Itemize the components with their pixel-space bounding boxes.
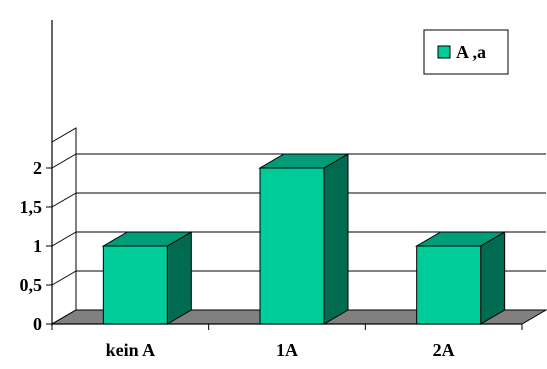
y-tick-label: 0,5 bbox=[20, 275, 43, 295]
grid-diagonal bbox=[51, 231, 77, 247]
y-tick-label: 2 bbox=[33, 158, 42, 178]
grid-diagonal bbox=[51, 192, 77, 208]
x-tick-label: 2A bbox=[433, 340, 455, 360]
bar-side bbox=[480, 231, 506, 325]
bar bbox=[101, 231, 194, 325]
x-tick-label: kein A bbox=[106, 340, 156, 360]
bar-front bbox=[416, 245, 482, 325]
chart-walls bbox=[51, 20, 77, 326]
bar-front bbox=[102, 245, 168, 325]
y-tick-label: 0 bbox=[33, 314, 42, 334]
x-tick-labels: kein A 1A 2A bbox=[106, 340, 455, 360]
legend-swatch bbox=[437, 45, 451, 59]
bar-side bbox=[323, 153, 349, 325]
bar bbox=[258, 153, 350, 325]
y-tick-label: 1 bbox=[33, 236, 42, 256]
bars bbox=[101, 153, 507, 325]
left-wall bbox=[51, 127, 77, 325]
bar-front bbox=[259, 167, 325, 325]
legend: A ,a bbox=[423, 29, 509, 75]
y-tick-labels: 0 0,5 1 1,5 2 bbox=[20, 158, 43, 334]
grid-diagonal bbox=[51, 153, 77, 169]
y-tick-label: 1,5 bbox=[20, 197, 43, 217]
bar bbox=[414, 231, 507, 325]
grid-diagonal bbox=[51, 270, 77, 286]
legend-label: A ,a bbox=[456, 42, 486, 62]
x-tick-label: 1A bbox=[276, 340, 298, 360]
bar-side bbox=[166, 231, 192, 325]
